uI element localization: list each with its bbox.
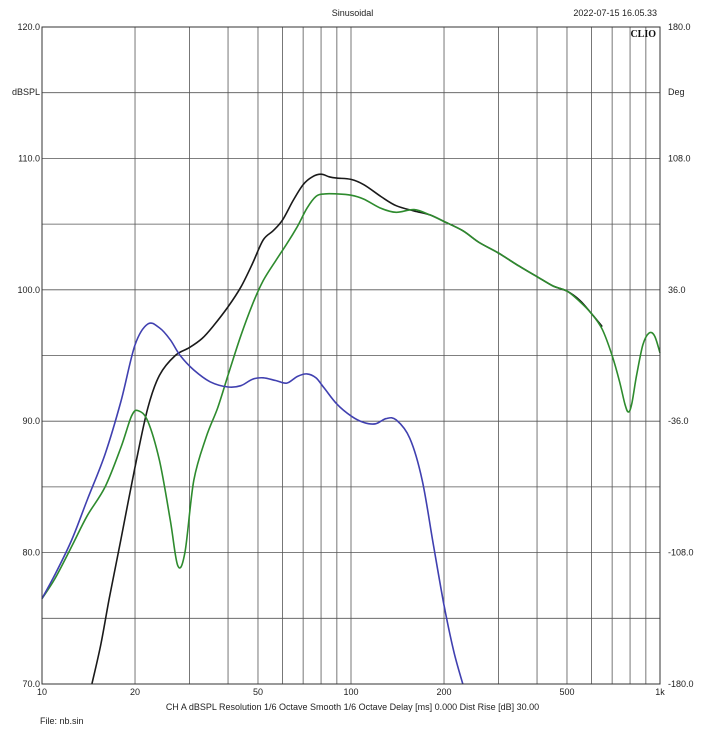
y2-tick-label: -180.0 (668, 679, 694, 689)
y-tick-label: 110.0 (18, 153, 40, 163)
x-tick-label: 10 (37, 687, 47, 697)
measurement-settings: CH A dBSPL Resolution 1/6 Octave Smooth … (165, 702, 540, 712)
chart-title: Sinusoidal (331, 8, 374, 18)
x-tick-label: 500 (559, 687, 574, 697)
y-tick-label: 70.0 (22, 679, 40, 689)
y-axis-label: dBSPL (12, 87, 41, 97)
response-curves (41, 173, 661, 685)
y-tick-label: 80.0 (22, 548, 40, 558)
x-tick-label: 20 (130, 687, 140, 697)
x-tick-label: 100 (343, 687, 358, 697)
file-name: File: nb.sin (40, 716, 84, 726)
y2-tick-label: 36.0 (668, 285, 686, 295)
series-line-3 (41, 322, 464, 685)
x-tick-label: 50 (253, 687, 263, 697)
y-tick-label: 100.0 (17, 285, 40, 295)
tick-labels: 10 20 50 100 200 500 1k 120.0 110.0 100.0 90.0 80.0… (17, 22, 693, 697)
series-line-1 (91, 173, 603, 685)
datestamp: 2022-07-15 16.05.33 (573, 8, 657, 18)
clio-logo: CLIO (630, 29, 656, 40)
grid-lines (42, 27, 660, 684)
x-tick-label: 1k (655, 687, 665, 697)
y2-axis-label: Deg (668, 87, 685, 97)
x-tick-label: 200 (437, 687, 452, 697)
y-tick-label: 120.0 (17, 22, 40, 32)
y2-tick-label: 180.0 (668, 22, 691, 32)
plot-frame (41, 26, 661, 685)
y2-tick-label: 108.0 (668, 153, 691, 163)
y2-tick-label: -36.0 (668, 416, 689, 426)
series-line-2 (41, 192, 661, 600)
y-tick-label: 90.0 (22, 416, 40, 426)
y2-tick-label: -108.0 (668, 548, 694, 558)
